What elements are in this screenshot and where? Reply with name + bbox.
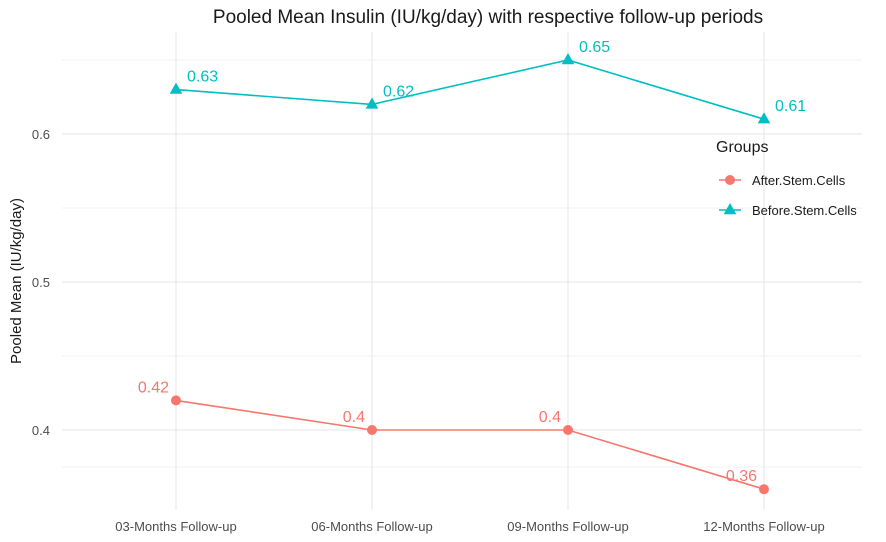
grid — [62, 32, 862, 510]
data-point — [171, 395, 181, 406]
data-point — [169, 82, 183, 94]
x-axis-ticks: 03-Months Follow-up 06-Months Follow-up 09… — [115, 519, 824, 534]
x-tick-label: 06-Months Follow-up — [311, 519, 432, 534]
legend-label: Before.Stem.Cells — [752, 203, 857, 218]
data-label: 0.42 — [138, 379, 169, 396]
y-tick-label: 0.6 — [32, 127, 50, 142]
chart-title: Pooled Mean Insulin (IU/kg/day) with res… — [213, 7, 763, 28]
data-label: 0.4 — [343, 409, 365, 426]
series-before-stem-cells: 0.63 0.62 0.65 0.61 — [169, 39, 806, 124]
series-layer: 0.42 0.4 0.4 0.36 0.63 0.62 0.65 0.61 — [138, 39, 806, 495]
x-tick-label: 12-Months Follow-up — [703, 519, 824, 534]
data-label: 0.61 — [775, 98, 806, 115]
y-tick-label: 0.5 — [32, 275, 50, 290]
data-point — [759, 484, 769, 495]
y-axis-ticks: 0.4 0.5 0.6 — [32, 127, 50, 438]
data-point — [563, 425, 573, 435]
series-line — [175, 399, 765, 490]
data-label: 0.62 — [383, 83, 414, 100]
data-point — [365, 97, 379, 109]
y-axis-title: Pooled Mean (IU/kg/day) — [8, 198, 25, 364]
series-after-stem-cells: 0.42 0.4 0.4 0.36 — [138, 379, 769, 495]
series-line — [175, 59, 765, 120]
legend-label: After.Stem.Cells — [752, 173, 846, 188]
data-point — [757, 112, 771, 124]
data-label: 0.4 — [539, 409, 561, 426]
data-label: 0.63 — [187, 69, 218, 86]
data-point — [561, 53, 575, 65]
data-point — [367, 425, 377, 435]
legend: Groups After.Stem.Cells Before.Stem.Cells — [716, 139, 857, 218]
y-tick-label: 0.4 — [32, 423, 50, 438]
legend-key-marker — [723, 203, 737, 215]
legend-title: Groups — [716, 139, 768, 156]
data-label: 0.65 — [579, 39, 610, 56]
data-label: 0.36 — [726, 468, 757, 485]
x-tick-label: 03-Months Follow-up — [115, 519, 236, 534]
x-tick-label: 09-Months Follow-up — [507, 519, 628, 534]
legend-key-marker — [725, 175, 735, 185]
